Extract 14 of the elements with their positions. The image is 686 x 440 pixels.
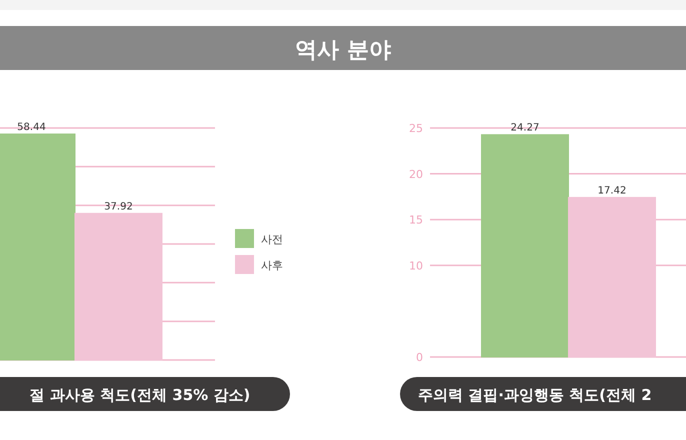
data-label: 24.27: [510, 122, 540, 134]
legend-label: 사전: [261, 233, 283, 246]
y-tick-label: 20: [409, 168, 423, 181]
data-label: 58.44: [17, 122, 46, 134]
data-label: 37.92: [104, 201, 133, 212]
y-tick-label: 25: [409, 122, 423, 135]
text: 역사 분야: [295, 38, 391, 63]
x-axis-title: 주의력 결핍·과잉행동 척도(전체 2: [418, 386, 652, 404]
y-tick-label: 10: [409, 259, 423, 272]
y-tick-label: 15: [409, 214, 423, 227]
y-tick-label: 0: [416, 351, 423, 364]
data-label: 17.42: [598, 185, 626, 196]
legend-label: 사후: [261, 259, 283, 272]
x-axis-title: 절 과사용 척도(전체 35% 감소): [30, 386, 250, 404]
